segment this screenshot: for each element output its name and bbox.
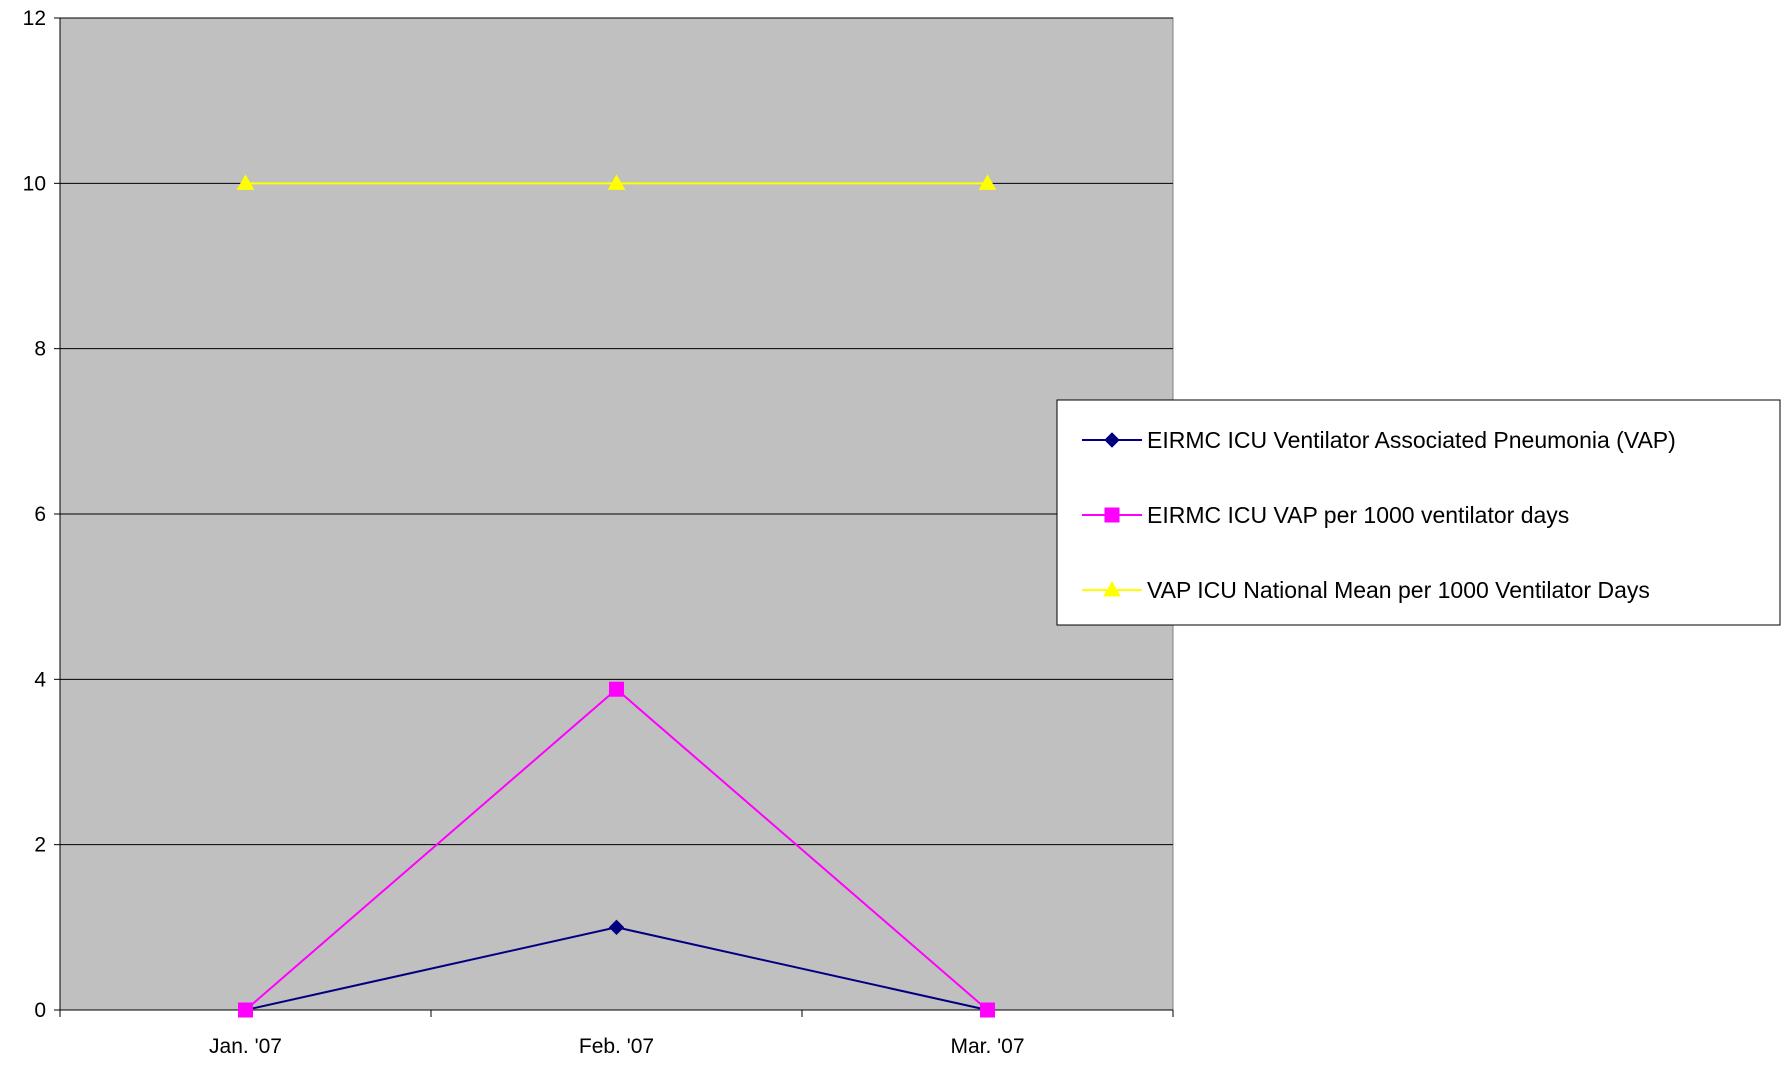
legend-label-1: EIRMC ICU Ventilator Associated Pneumoni… (1147, 427, 1676, 453)
x-tick-label: Jan. '07 (209, 1035, 282, 1058)
legend-label-3: VAP ICU National Mean per 1000 Ventilato… (1147, 577, 1650, 603)
y-tick-label: 10 (23, 172, 46, 195)
y-tick-label: 2 (34, 834, 46, 857)
y-tick-label: 12 (23, 7, 46, 30)
y-tick-label: 0 (34, 999, 46, 1022)
legend-swatch-marker-2 (1105, 508, 1119, 522)
x-tick-label: Mar. '07 (950, 1035, 1024, 1058)
y-tick-label: 8 (34, 338, 46, 361)
series-2-point (981, 1003, 995, 1017)
series-2-point (239, 1003, 253, 1017)
y-tick-label: 6 (34, 503, 46, 526)
series-2-point (610, 682, 624, 696)
legend-label-2: EIRMC ICU VAP per 1000 ventilator days (1147, 502, 1569, 528)
x-tick-label: Feb. '07 (579, 1035, 654, 1058)
y-tick-label: 4 (34, 668, 46, 691)
